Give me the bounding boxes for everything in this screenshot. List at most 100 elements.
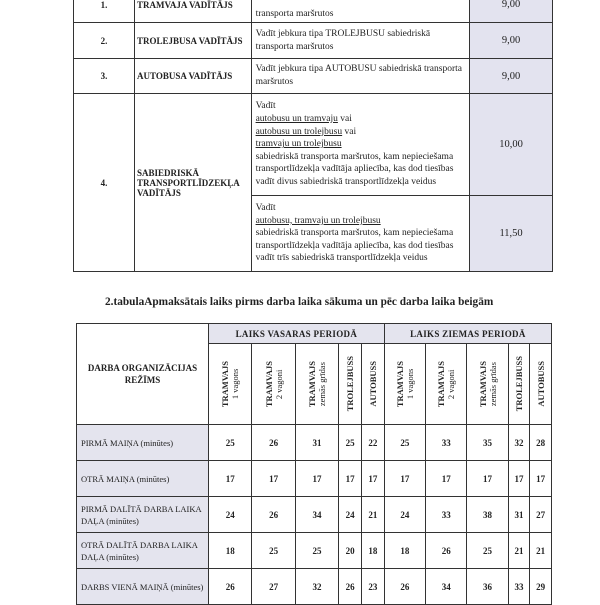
desc-line: autobusu un trolejbusu vai (256, 126, 466, 139)
vehicle-subtype: 1 vagons (230, 368, 241, 400)
table-row: Vadīt autobusu, tramvaju un trolejbusu s… (74, 195, 553, 272)
minutes-cell: 26 (338, 568, 362, 605)
column-header-row: TRAMVAJS 1 vagons TRAMVAJS 2 vagoni TRAMVAJS… (77, 343, 552, 425)
table-row: PIRMĀ MAIŅA (minūtes) 25 26 31 25 22 25 33 35 32 2… (76, 424, 552, 461)
minutes-cell: 17 (507, 460, 531, 497)
table-row: 3. AUTOBUSA VADĪTĀJS Vadīt jebkura tipa … (72, 58, 553, 94)
minutes-cell: 18 (360, 532, 385, 569)
vehicle-subtype: zemās grīdas (317, 361, 328, 407)
rate-value: 9,00 (469, 22, 553, 59)
vehicle-type: AUTOBUSS (367, 361, 378, 407)
minutes-cell: 34 (425, 568, 468, 605)
vehicle-type: TRAMVAJS (263, 360, 274, 408)
minutes-cell: 25 (251, 532, 296, 569)
minutes-cell: 29 (529, 568, 552, 605)
minutes-cell: 32 (507, 424, 531, 461)
minutes-cell: 25 (294, 532, 340, 569)
corner-header: DARBA ORGANIZĀCIJAS REŽĪMS (76, 323, 209, 425)
row-label: OTRĀ DALĪTĀ DARBA LAIKA DAĻA (minūtes) (76, 532, 209, 569)
minutes-cell: 17 (383, 460, 427, 497)
minutes-cell: 38 (466, 496, 509, 533)
column-header: TROLEJBUSS (338, 343, 362, 425)
header-row: DARBA ORGANIZĀCIJAS REŽĪMS LAIKS VASARAS… (76, 323, 553, 425)
desc-text: sabiedriskā transporta maršrutos, kam ne… (255, 228, 454, 264)
column-header: AUTOBUSS (360, 343, 385, 425)
rate-value: 9,00 (469, 58, 553, 94)
column-header: TRAMVAJS 1 vagons (207, 343, 253, 425)
vehicle-type: TRAMVAJS (436, 360, 447, 408)
vehicle-type: TROLEJBUSS (513, 356, 524, 412)
minutes-cell: 17 (294, 460, 340, 497)
table-row: OTRĀ MAIŅA (minūtes) 17 17 17 17 17 17 17 17 17 17 (76, 460, 552, 497)
minutes-cell: 34 (294, 496, 340, 533)
column-header: TRAMVAJS zemās grīdas (466, 343, 509, 425)
column-header-text: AUTOBUSS (536, 361, 546, 407)
role-name: AUTOBUSA VADĪTĀJS (134, 58, 252, 94)
column-header-text: TRAMVAJS 2 vagoni (264, 361, 284, 407)
vehicle-type: TRAMVAJS (307, 360, 318, 408)
minutes-cell: 24 (338, 496, 362, 533)
desc-text: vai (337, 114, 352, 125)
desc-text: sabiedriskā transporta maršrutos, kam ne… (255, 151, 454, 187)
column-header-text: TRAMVAJS zemās grīdas (307, 361, 327, 407)
vehicle-subtype: 2 vagoni (273, 369, 284, 399)
minutes-cell: 26 (383, 568, 427, 605)
desc-line: Vadīt (255, 101, 276, 112)
role-description: Vadīt jebkura tipa AUTOBUSU sabiedriskā … (250, 58, 471, 94)
vehicle-type: TRAMVAJS (394, 360, 405, 408)
column-header: TRAMVAJS 2 vagoni (251, 343, 296, 425)
minutes-cell: 28 (529, 424, 552, 461)
minutes-cell: 25 (383, 424, 427, 461)
minutes-cell: 36 (466, 568, 509, 605)
role-description: transporta maršrutos (250, 0, 471, 23)
minutes-cell: 31 (294, 424, 340, 461)
vehicle-subtype: 1 vagons (404, 368, 415, 400)
paid-time-table: DARBA ORGANIZĀCIJAS REŽĪMS LAIKS VASARAS… (76, 323, 553, 605)
minutes-cell: 18 (383, 532, 427, 569)
minutes-cell: 26 (425, 532, 468, 569)
minutes-cell: 27 (251, 568, 296, 605)
table-row: OTRĀ DALĪTĀ DARBA LAIKA DAĻA (minūtes) 18… (76, 532, 552, 569)
desc-line: autobusu, tramvaju un trolejbusu (256, 215, 466, 228)
minutes-cell: 17 (338, 460, 362, 497)
rate-value: 10,00 (469, 93, 553, 196)
row-number: 2. (72, 22, 136, 59)
table-row: 1. TRAMVAJA VADĪTĀJS transporta maršruto… (72, 0, 553, 23)
column-header: TROLEJBUSS (507, 343, 531, 425)
role-description: Vadīt autobusu un tramvaju vai autobusu … (250, 93, 471, 196)
summer-period-header: LAIKS VASARAS PERIODĀ (208, 323, 385, 344)
column-header-text: TRAMVAJS 1 vagons (395, 361, 415, 407)
table-row: 2. TROLEJBUSA VADĪTĀJS Vadīt jebkura tip… (72, 22, 553, 59)
minutes-cell: 33 (507, 568, 531, 605)
row-number: 4. (72, 93, 136, 272)
table-row: 4. SABIEDRISKĀ TRANSPORTLĪDZEKĻA VADĪTĀJ… (72, 93, 553, 272)
minutes-cell: 26 (251, 496, 296, 533)
role-name: SABIEDRISKĀ TRANSPORTLĪDZEKĻA VADĪTĀJS (134, 93, 252, 272)
column-header: AUTOBUSS (529, 343, 552, 425)
vehicle-type: TRAMVAJS (477, 360, 488, 408)
rate-value: 9,00 (469, 0, 553, 23)
vehicle-subtype: zemās grīdas (487, 361, 498, 407)
column-header-text: TRAMVAJS 1 vagons (220, 361, 240, 407)
column-header-text: TRAMVAJS zemās grīdas (478, 361, 498, 407)
desc-line: tramvaju un trolejbusu (256, 138, 466, 151)
minutes-cell: 33 (425, 424, 468, 461)
minutes-cell: 17 (207, 460, 253, 497)
row-number: 1. (72, 0, 136, 23)
minutes-cell: 17 (251, 460, 296, 497)
minutes-cell: 17 (360, 460, 385, 497)
row-label: DARBS VIENĀ MAIŅĀ (minūtes) (76, 568, 209, 605)
column-header: TRAMVAJS 2 vagoni (425, 343, 468, 425)
minutes-cell: 17 (529, 460, 552, 497)
minutes-cell: 21 (529, 532, 552, 569)
minutes-cell: 17 (466, 460, 509, 497)
role-description: Vadīt jebkura tipa TROLEJBUSU sabiedrisk… (250, 22, 471, 59)
desc-line: autobusu un tramvaju vai (256, 113, 466, 126)
table-body: PIRMĀ MAIŅA (minūtes) 25 26 31 25 22 25 33 35 32 2… (76, 424, 552, 605)
minutes-cell: 21 (507, 532, 531, 569)
minutes-cell: 23 (360, 568, 385, 605)
minutes-cell: 18 (207, 532, 253, 569)
driver-rates-table: 1. TRAMVAJA VADĪTĀJS transporta maršruto… (72, 0, 553, 272)
vehicle-type: AUTOBUSS (535, 361, 546, 407)
role-name: TROLEJBUSA VADĪTĀJS (134, 22, 252, 59)
